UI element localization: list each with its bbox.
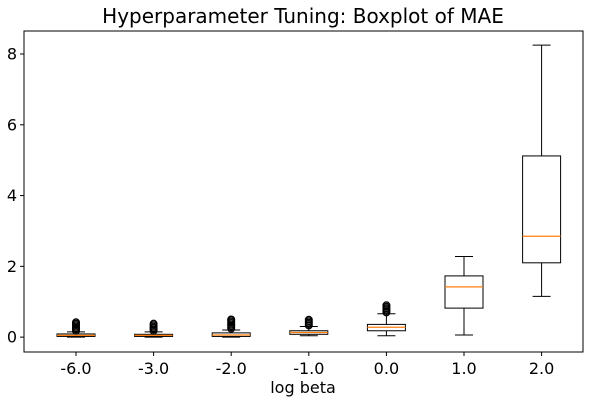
y-tick-label: 4 <box>7 186 17 205</box>
y-tick-label: 6 <box>7 115 17 134</box>
box-iqr <box>522 155 562 264</box>
x-axis-label: log beta <box>270 378 336 397</box>
y-tick-label: 0 <box>7 328 17 347</box>
plot-area: 0 2 4 6 8 -6.0 -3.0 -2.0 -1.0 0.0 1.0 2.0 <box>7 45 562 378</box>
x-tick-label: 2.0 <box>529 359 554 378</box>
x-tick-label: -6.0 <box>60 359 91 378</box>
y-tick-label: 8 <box>7 45 17 64</box>
outlier-point <box>304 315 313 324</box>
y-tick-label: 2 <box>7 257 17 276</box>
outlier-point <box>149 319 158 328</box>
x-tick-label: -3.0 <box>138 359 169 378</box>
x-tick-label: -2.0 <box>216 359 247 378</box>
outlier-point <box>382 301 391 310</box>
x-tick-label: 0.0 <box>374 359 399 378</box>
chart-title: Hyperparameter Tuning: Boxplot of MAE <box>102 4 504 28</box>
box-iqr <box>444 275 484 309</box>
x-tick-label: -1.0 <box>293 359 324 378</box>
outlier-point <box>227 315 236 324</box>
x-tick-label: 1.0 <box>451 359 476 378</box>
outlier-point <box>71 318 80 327</box>
plot-frame <box>23 30 584 353</box>
